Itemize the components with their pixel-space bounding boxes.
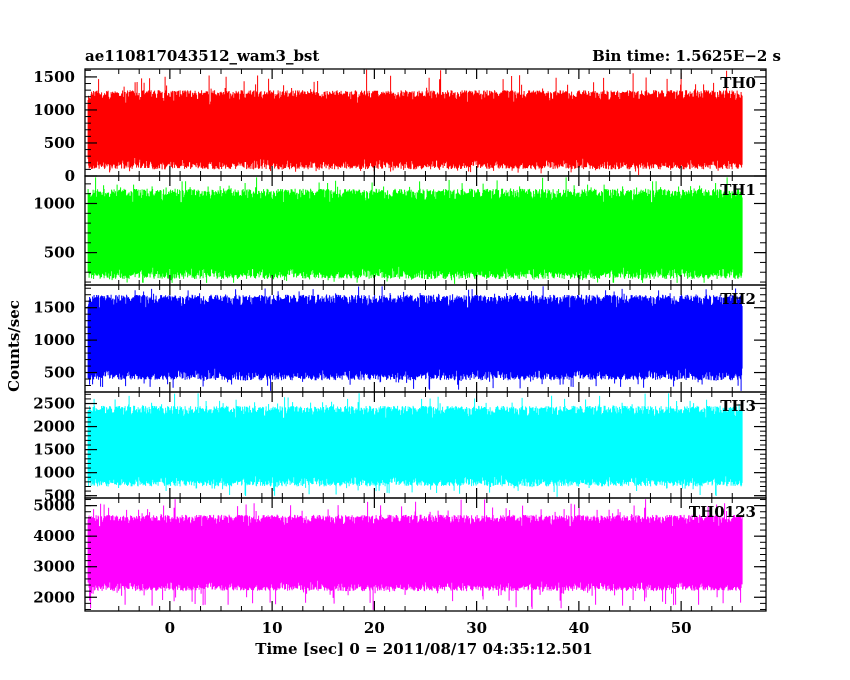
y-tick-label: 500 bbox=[44, 244, 75, 262]
y-tick-label: 1000 bbox=[33, 464, 75, 482]
y-tick-label: 1500 bbox=[33, 68, 75, 86]
series-th2 bbox=[87, 286, 743, 391]
y-tick-label: 1000 bbox=[33, 194, 75, 212]
x-tick-label: 50 bbox=[671, 619, 692, 637]
y-tick-label: 1000 bbox=[33, 101, 75, 119]
y-tick-label: 2000 bbox=[33, 418, 75, 436]
panel-label-th1: TH1 bbox=[720, 181, 756, 199]
panel-th0123: 2000 3000 4000 5000 TH0123 bbox=[33, 497, 767, 612]
y-tick-label: 2500 bbox=[33, 395, 75, 413]
series-th1 bbox=[87, 177, 743, 284]
y-tick-label: 1000 bbox=[33, 331, 75, 349]
x-tick-label: 40 bbox=[568, 619, 589, 637]
x-tick-label: 30 bbox=[466, 619, 487, 637]
x-tick-label: 0 bbox=[165, 619, 175, 637]
panel-th3: 500 1000 1500 2000 2500 TH3 bbox=[33, 391, 767, 505]
panel-th0: 0 500 1000 1500 TH0 bbox=[33, 68, 767, 185]
x-axis-label: Time [sec] 0 = 2011/08/17 04:35:12.501 bbox=[255, 640, 592, 658]
y-axis-label: Counts/sec bbox=[5, 300, 23, 392]
x-tick-label: 20 bbox=[364, 619, 385, 637]
series-th0 bbox=[87, 69, 743, 175]
panel-label-th0: TH0 bbox=[720, 74, 756, 92]
y-tick-label: 500 bbox=[44, 487, 75, 505]
x-tick-label: 10 bbox=[262, 619, 283, 637]
panel-label-th0123: TH0123 bbox=[689, 503, 756, 521]
chart-title-left: ae110817043512_wam3_bst bbox=[85, 47, 319, 65]
series-th3 bbox=[87, 393, 743, 497]
y-tick-label: 1500 bbox=[33, 299, 75, 317]
y-tick-label: 0 bbox=[65, 167, 75, 185]
chart-title-right: Bin time: 1.5625E−2 s bbox=[592, 47, 781, 65]
panel-label-th2: TH2 bbox=[720, 290, 756, 308]
panel-th2: 500 1000 1500 TH2 bbox=[33, 284, 767, 393]
panel-label-th3: TH3 bbox=[720, 397, 756, 415]
y-tick-label: 1500 bbox=[33, 441, 75, 459]
y-tick-label: 4000 bbox=[33, 527, 75, 545]
y-tick-label: 500 bbox=[44, 364, 75, 382]
y-tick-label: 5000 bbox=[33, 497, 75, 515]
y-tick-label: 3000 bbox=[33, 558, 75, 576]
y-tick-label: 2000 bbox=[33, 588, 75, 606]
panel-th1: 500 1000 TH1 bbox=[33, 175, 767, 286]
y-tick-label: 500 bbox=[44, 134, 75, 152]
series-th0123 bbox=[87, 499, 743, 610]
x-axis: 0 10 20 30 40 50 bbox=[165, 619, 692, 637]
